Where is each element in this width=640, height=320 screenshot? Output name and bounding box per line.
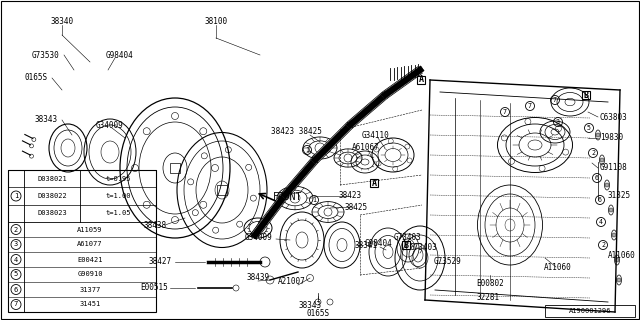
- Bar: [545, 305, 635, 317]
- Text: 38343: 38343: [35, 116, 58, 124]
- Text: A: A: [371, 179, 376, 188]
- Text: FRONT: FRONT: [273, 192, 303, 202]
- Text: 5: 5: [14, 271, 18, 277]
- Text: 7: 7: [14, 301, 18, 308]
- Text: E00802: E00802: [476, 278, 504, 287]
- Polygon shape: [383, 67, 422, 98]
- Text: 0165S: 0165S: [307, 308, 330, 317]
- Circle shape: [600, 158, 604, 162]
- Text: 38343: 38343: [298, 300, 321, 309]
- Text: E00515: E00515: [140, 284, 168, 292]
- Bar: [582, 91, 590, 99]
- Text: 5: 5: [587, 125, 591, 131]
- Bar: [402, 241, 410, 249]
- Text: A61067: A61067: [352, 142, 380, 151]
- Text: G91108: G91108: [600, 164, 628, 172]
- Text: 2: 2: [601, 242, 605, 248]
- Text: 7: 7: [528, 103, 532, 109]
- Text: A190001296: A190001296: [569, 308, 611, 314]
- Text: A11060: A11060: [544, 263, 572, 273]
- Text: 38341: 38341: [355, 241, 378, 250]
- Text: 6: 6: [598, 197, 602, 203]
- Text: 4: 4: [599, 219, 603, 225]
- Text: 7: 7: [553, 97, 557, 103]
- Text: 1: 1: [305, 147, 309, 153]
- Text: 2: 2: [14, 227, 18, 233]
- Text: t=1.00: t=1.00: [105, 193, 131, 199]
- Text: 38425: 38425: [344, 203, 367, 212]
- Text: G34110: G34110: [361, 131, 389, 140]
- Text: G73403: G73403: [409, 244, 437, 252]
- Circle shape: [615, 258, 619, 262]
- Text: 3: 3: [556, 119, 560, 125]
- Text: 31325: 31325: [608, 190, 631, 199]
- Text: G98404: G98404: [365, 239, 393, 249]
- Text: G90910: G90910: [77, 271, 103, 277]
- Text: D038022: D038022: [37, 193, 67, 199]
- Bar: [8, 170, 156, 222]
- Text: A11059: A11059: [77, 227, 103, 233]
- Circle shape: [617, 278, 621, 282]
- Text: 38100: 38100: [204, 18, 228, 27]
- Polygon shape: [312, 122, 353, 163]
- Text: 38340: 38340: [51, 18, 74, 27]
- Text: C63803: C63803: [600, 114, 628, 123]
- Text: 32281: 32281: [476, 293, 500, 302]
- Bar: [8, 170, 156, 312]
- Text: D038023: D038023: [37, 210, 67, 216]
- Text: G73530: G73530: [32, 51, 60, 60]
- Bar: [417, 76, 425, 84]
- Text: B: B: [403, 241, 408, 250]
- Text: 2: 2: [591, 150, 595, 156]
- Circle shape: [596, 133, 600, 137]
- Text: 38439: 38439: [246, 274, 269, 283]
- Text: 31377: 31377: [79, 286, 100, 292]
- Text: G34009: G34009: [96, 121, 124, 130]
- Text: 1: 1: [312, 197, 316, 203]
- Text: 3: 3: [14, 242, 18, 247]
- Text: B: B: [584, 91, 589, 100]
- Text: A21007: A21007: [278, 277, 306, 286]
- Text: 38423 38425: 38423 38425: [271, 127, 321, 137]
- Text: G98404: G98404: [106, 51, 134, 60]
- Polygon shape: [252, 193, 288, 237]
- Text: t=1.05: t=1.05: [105, 210, 131, 216]
- Bar: [217, 185, 227, 195]
- Bar: [170, 163, 180, 173]
- Text: E00421: E00421: [77, 257, 103, 262]
- Circle shape: [605, 183, 609, 187]
- Circle shape: [609, 208, 613, 212]
- Text: 6: 6: [14, 286, 18, 292]
- Text: t=0.95: t=0.95: [105, 176, 131, 182]
- Text: 38423: 38423: [339, 190, 362, 199]
- Text: 6: 6: [595, 175, 599, 181]
- Text: 38438: 38438: [143, 220, 166, 229]
- Polygon shape: [282, 157, 318, 198]
- Text: A61077: A61077: [77, 242, 103, 247]
- Polygon shape: [348, 92, 388, 128]
- Text: 31451: 31451: [79, 301, 100, 308]
- Text: D038021: D038021: [37, 176, 67, 182]
- Text: G73403: G73403: [393, 234, 421, 243]
- Bar: [370, 179, 378, 187]
- Text: G73529: G73529: [434, 258, 462, 267]
- Text: 38427: 38427: [149, 258, 172, 267]
- Text: G34009: G34009: [244, 234, 272, 243]
- Text: 1: 1: [14, 193, 18, 199]
- Circle shape: [612, 233, 616, 237]
- Text: 7: 7: [503, 109, 507, 115]
- Text: A11060: A11060: [608, 251, 636, 260]
- Text: A: A: [419, 76, 424, 84]
- Text: 19830: 19830: [600, 133, 623, 142]
- Text: 0165S: 0165S: [24, 74, 47, 83]
- Text: 4: 4: [14, 257, 18, 262]
